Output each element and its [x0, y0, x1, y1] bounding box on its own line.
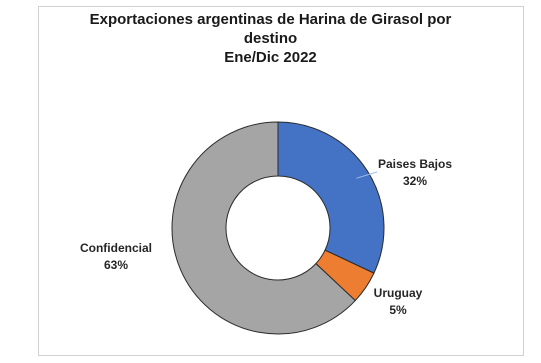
data-label-pct-uruguay: 5%: [389, 303, 407, 317]
chart-title: Exportaciones argentinas de Harina de Gi…: [0, 10, 541, 67]
data-label-pct-paises-bajos: 32%: [403, 174, 427, 188]
chart-title-line-3: Ene/Dic 2022: [224, 49, 317, 66]
data-label-pct-confidencial: 63%: [104, 258, 128, 272]
data-label-name-paises-bajos: Paises Bajos: [378, 157, 452, 171]
slice-confidencial: [171, 121, 356, 335]
data-label-name-uruguay: Uruguay: [374, 286, 423, 300]
slice-paises-bajos: [277, 121, 385, 274]
leader-line-paises-bajos: [356, 171, 378, 179]
chart-title-line-2: destino: [243, 30, 298, 47]
chart-title-line-1: Exportaciones argentinas de Harina de Gi…: [89, 11, 452, 28]
data-label-name-confidencial: Confidencial: [80, 241, 152, 255]
